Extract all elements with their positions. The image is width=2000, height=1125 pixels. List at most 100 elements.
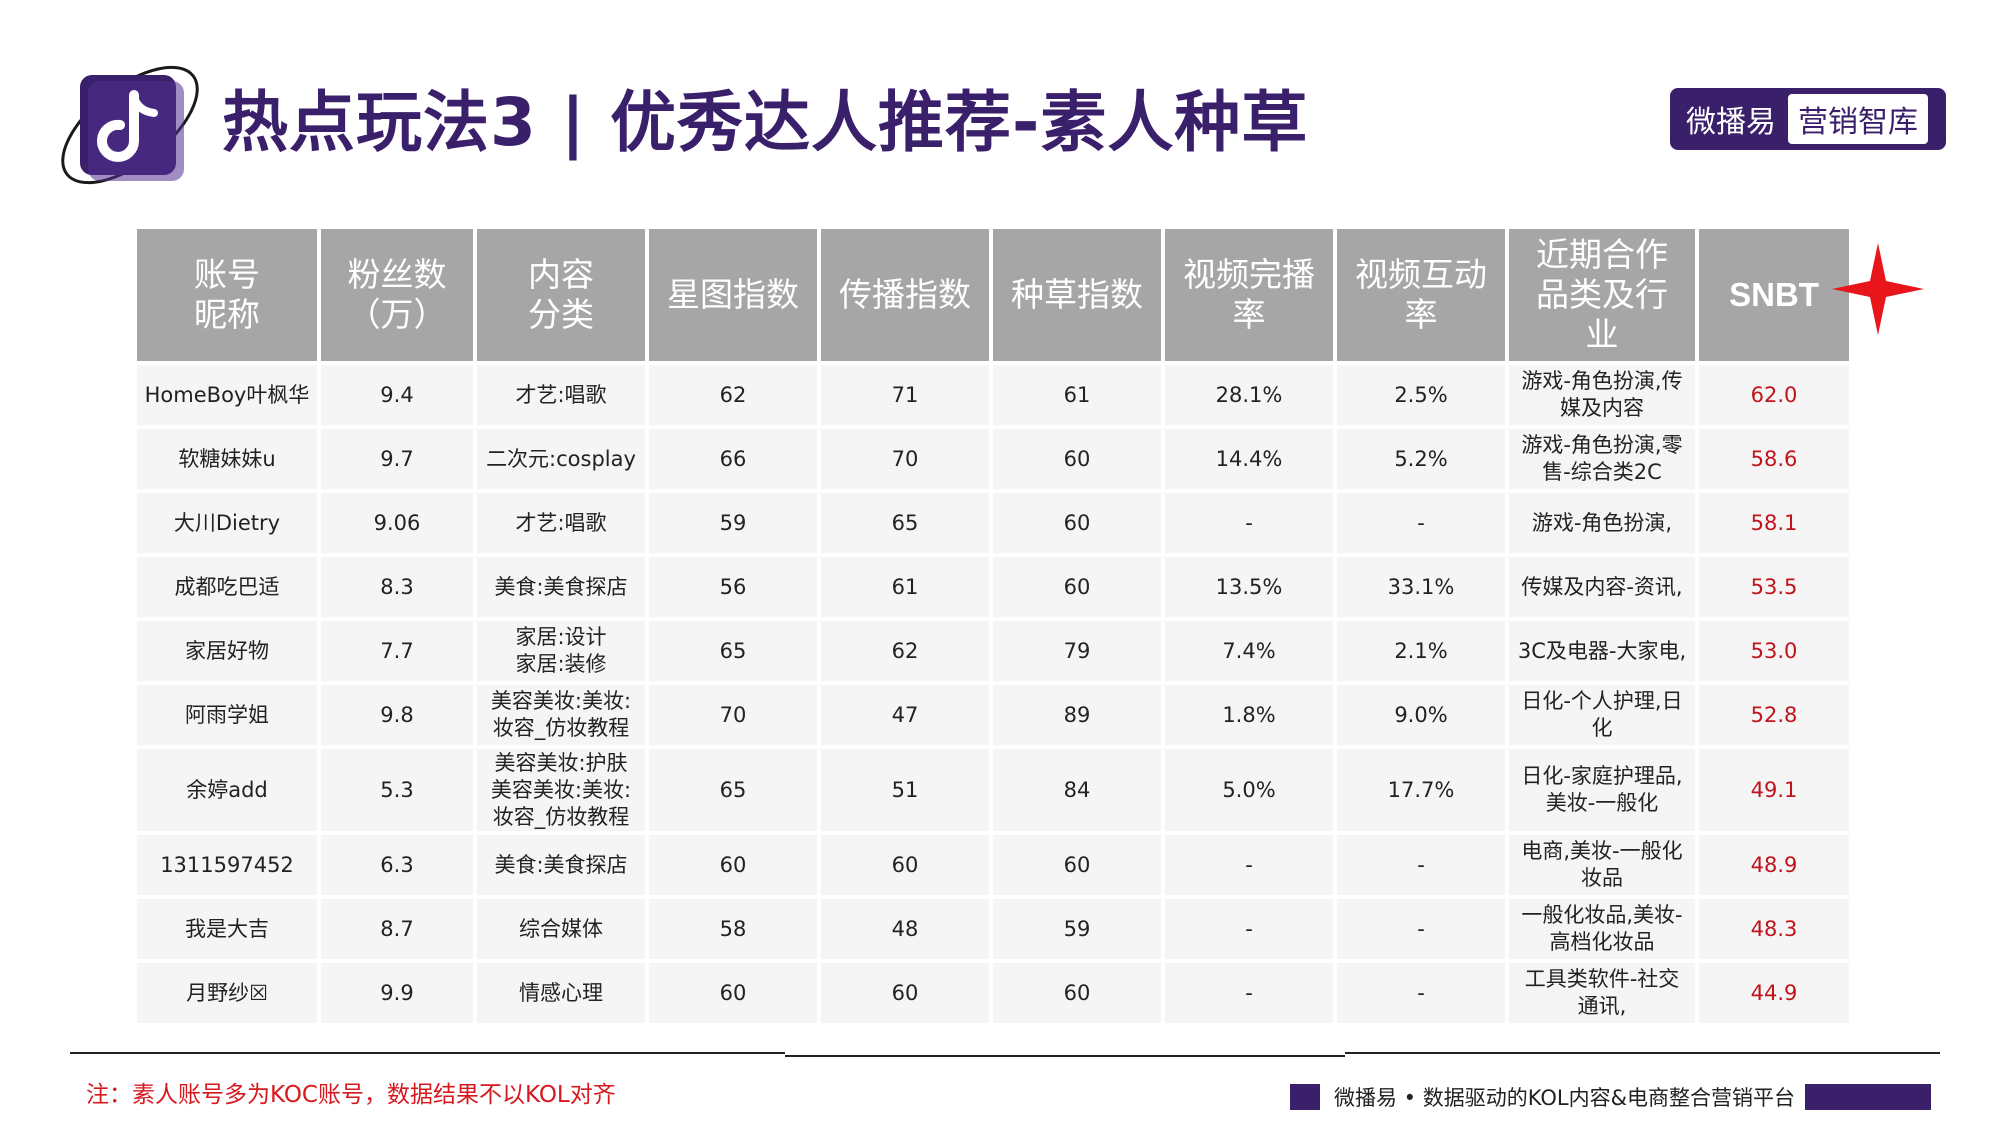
cell-line: 一般化妆品,美妆- bbox=[1521, 903, 1683, 927]
cell-fans: 8.3 bbox=[321, 553, 473, 617]
brand-tag: 营销智库 bbox=[1788, 94, 1928, 144]
cell-spread: 62 bbox=[821, 617, 989, 681]
column-header-line: 业 bbox=[1585, 315, 1619, 354]
column-header-line: 视频互动 bbox=[1355, 255, 1487, 294]
footer-bar bbox=[1804, 1084, 1931, 1110]
table-row: 1311597452 6.3 美食:美食探店 60 60 60- - 电商,美妆-一般化 妆品 4… bbox=[137, 831, 1849, 895]
cell-snbt: 62.0 bbox=[1699, 361, 1849, 425]
footnote: 注：素人账号多为KOC账号，数据结果不以KOL对齐 bbox=[86, 1082, 616, 1108]
cell-line: 妆容_仿妆教程 bbox=[492, 716, 630, 740]
cell-line: 美容美妆:美妆: bbox=[490, 689, 632, 713]
table-row: 家居好物 7.7 家居:设计 家居:装修 65 62 79 7.4% 2.1% 3C及电器-大家电… bbox=[137, 617, 1849, 681]
column-header-line: 分类 bbox=[528, 295, 594, 334]
kol-table: 账号 昵称 粉丝数 （万） 内容 分类 星图指数 传播指数 种草指数 视频完播率视频互动率近期合作… bbox=[133, 229, 1853, 1023]
cell-line: 美容美妆:护肤 bbox=[494, 750, 628, 775]
cell-category: 美食:美食探店 bbox=[477, 553, 645, 617]
table-row: 大川Dietry 9.06 才艺:唱歌 59 65 60- - 游戏-角色扮演, 58.1 bbox=[137, 489, 1849, 553]
cell-completion: - bbox=[1165, 831, 1333, 895]
cell-category: 综合媒体 bbox=[477, 895, 645, 959]
cell-coop: 电商,美妆-一般化 妆品 bbox=[1509, 831, 1695, 895]
column-header-line: 粉丝数 bbox=[347, 255, 447, 294]
cell-fans: 6.3 bbox=[321, 831, 473, 895]
cell-coop: 一般化妆品,美妆- 高档化妆品 bbox=[1509, 895, 1695, 959]
table-header-row: 账号 昵称 粉丝数 （万） 内容 分类 星图指数 传播指数 种草指数 视频完播率视频互动率近期合作… bbox=[137, 229, 1849, 361]
cell-snbt: 48.9 bbox=[1699, 831, 1849, 895]
cell-fans: 9.8 bbox=[321, 681, 473, 745]
cell-spread: 60 bbox=[821, 831, 989, 895]
column-header-line: 视频完播 bbox=[1183, 255, 1315, 294]
cell-completion: 28.1% bbox=[1165, 361, 1333, 425]
cell-completion: 1.8% bbox=[1165, 681, 1333, 745]
footer-rule bbox=[785, 1055, 1345, 1057]
cell-star: 60 bbox=[649, 959, 817, 1023]
cell-fans: 9.4 bbox=[321, 361, 473, 425]
column-header-line: 品类及行 bbox=[1536, 275, 1668, 314]
cell-name: 成都吃巴适 bbox=[137, 553, 317, 617]
cell-category: 才艺:唱歌 bbox=[477, 489, 645, 553]
cell-star: 65 bbox=[649, 617, 817, 681]
cell-fans: 9.06 bbox=[321, 489, 473, 553]
cell-coop: 日化-家庭护理品, 美妆-一般化 bbox=[1509, 745, 1695, 831]
cell-grass: 60 bbox=[993, 489, 1161, 553]
cell-category: 美容美妆:护肤 美容美妆:美妆: 妆容_仿妆教程 bbox=[477, 745, 645, 831]
cell-name: 大川Dietry bbox=[137, 489, 317, 553]
cell-grass: 60 bbox=[993, 831, 1161, 895]
cell-grass: 60 bbox=[993, 959, 1161, 1023]
cell-line: 家居:设计 bbox=[515, 625, 607, 649]
cell-category: 家居:设计 家居:装修 bbox=[477, 617, 645, 681]
cell-name: 家居好物 bbox=[137, 617, 317, 681]
cell-line: 日化-家庭护理品, bbox=[1521, 764, 1683, 788]
footer-text: 微播易 • 数据驱动的KOL内容&电商整合营销平台 bbox=[1334, 1086, 1795, 1110]
cell-category: 情感心理 bbox=[477, 959, 645, 1023]
column-header: 近期合作 品类及行业 bbox=[1509, 229, 1695, 361]
cell-name: HomeBoy叶枫华 bbox=[137, 361, 317, 425]
column-header-line: 星图指数 bbox=[667, 275, 799, 314]
cell-grass: 79 bbox=[993, 617, 1161, 681]
cell-snbt: 53.0 bbox=[1699, 617, 1849, 681]
brand-name: 微播易 bbox=[1686, 105, 1776, 140]
column-header-line: 昵称 bbox=[194, 295, 260, 334]
cell-name: 软糖妹妹u bbox=[137, 425, 317, 489]
column-header: 内容 分类 bbox=[477, 229, 645, 361]
cell-category: 二次元:cosplay bbox=[477, 425, 645, 489]
cell-name: 月野纱☒ bbox=[137, 959, 317, 1023]
cell-star: 70 bbox=[649, 681, 817, 745]
footer-rule bbox=[70, 1052, 785, 1054]
cell-line: 游戏-角色扮演, bbox=[1531, 510, 1673, 535]
cell-completion: - bbox=[1165, 895, 1333, 959]
cell-snbt: 52.8 bbox=[1699, 681, 1849, 745]
cell-line: 媒及内容 bbox=[1560, 396, 1644, 420]
cell-line: 才艺:唱歌 bbox=[515, 382, 607, 407]
column-header-line: 种草指数 bbox=[1011, 275, 1143, 314]
cell-category: 美容美妆:美妆: 妆容_仿妆教程 bbox=[477, 681, 645, 745]
cell-interaction: - bbox=[1337, 895, 1505, 959]
cell-interaction: 9.0% bbox=[1337, 681, 1505, 745]
cell-coop: 传媒及内容-资讯, bbox=[1509, 553, 1695, 617]
cell-line: 高档化妆品 bbox=[1549, 930, 1655, 954]
column-header-line: 率 bbox=[1232, 295, 1266, 334]
cell-completion: 7.4% bbox=[1165, 617, 1333, 681]
cell-coop: 日化-个人护理,日化 bbox=[1509, 681, 1695, 745]
cell-line: 美妆-一般化 bbox=[1545, 791, 1659, 815]
cell-completion: 13.5% bbox=[1165, 553, 1333, 617]
cell-line: 通讯, bbox=[1577, 994, 1627, 1018]
cell-line: 二次元:cosplay bbox=[486, 446, 636, 471]
cell-line: 电商,美妆-一般化 bbox=[1521, 839, 1683, 863]
red-star-icon bbox=[1832, 243, 1924, 335]
brand-badge: 微播易 营销智库 bbox=[1670, 88, 1946, 150]
cell-line: 化 bbox=[1591, 716, 1613, 740]
douyin-logo-icon bbox=[61, 65, 199, 185]
cell-snbt: 49.1 bbox=[1699, 745, 1849, 831]
column-header: 种草指数 bbox=[993, 229, 1161, 361]
cell-snbt: 53.5 bbox=[1699, 553, 1849, 617]
column-header-line: （万） bbox=[347, 295, 447, 334]
cell-snbt: 44.9 bbox=[1699, 959, 1849, 1023]
cell-grass: 84 bbox=[993, 745, 1161, 831]
cell-completion: - bbox=[1165, 489, 1333, 553]
cell-completion: 5.0% bbox=[1165, 745, 1333, 831]
cell-snbt: 58.6 bbox=[1699, 425, 1849, 489]
cell-fans: 5.3 bbox=[321, 745, 473, 831]
cell-star: 58 bbox=[649, 895, 817, 959]
table-body: HomeBoy叶枫华 9.4 才艺:唱歌 62 71 61 28.1% 2.5% 游戏-角色扮演… bbox=[137, 361, 1849, 1023]
cell-fans: 9.7 bbox=[321, 425, 473, 489]
